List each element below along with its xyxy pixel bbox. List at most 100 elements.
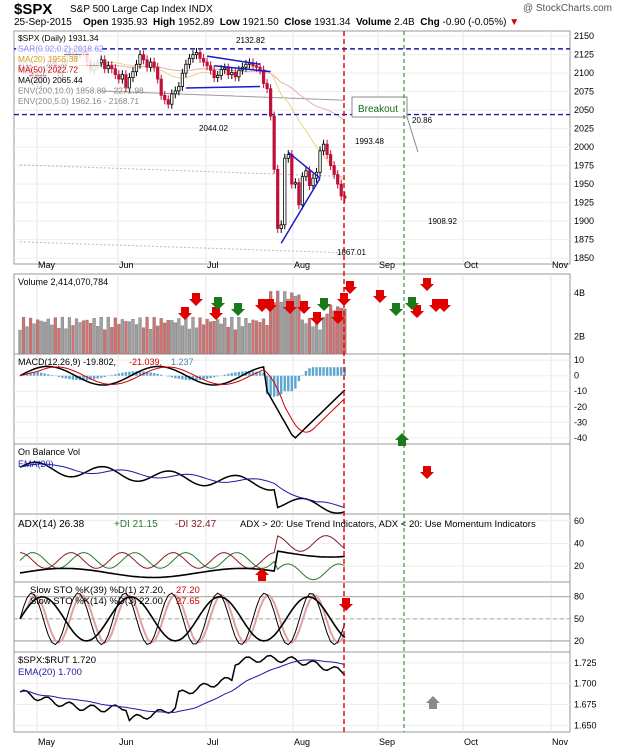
macd-histogram-bar (269, 375, 272, 397)
open-value: 1935.93 (111, 17, 148, 28)
trendline-upper (206, 55, 261, 66)
volume-red-arrow-icon (437, 299, 451, 312)
macd-histogram-bar (114, 374, 117, 376)
volume-bar (85, 319, 89, 355)
price-candle-body (127, 77, 132, 89)
index-name: S&P 500 Large Cap Index INDX (70, 4, 213, 15)
volume-bar (325, 313, 329, 355)
macd-histogram-bar (255, 371, 258, 376)
volume-bar (283, 291, 287, 355)
y-tick-label: 1900 (574, 216, 594, 226)
triangle-lower-line (280, 177, 321, 244)
price-legend-item: $SPX (Daily) 1931.34 (18, 33, 99, 43)
volume-bar (81, 320, 86, 355)
volume-bar (127, 321, 132, 355)
macd-histogram-bar (216, 375, 219, 377)
trendline-lower (185, 85, 261, 89)
ratio-ema-line (19, 659, 345, 713)
x-tick-label: May (38, 737, 56, 747)
y-tick-label: 40 (574, 538, 584, 548)
annotation-low-label: 2044.02 (199, 124, 228, 133)
macd-histogram-bar (39, 372, 43, 376)
chg-value: -0.90 (-0.05%) (442, 17, 507, 28)
macd-histogram-bar (85, 375, 89, 381)
macd-histogram-bar (174, 375, 177, 379)
macd-histogram-bar (329, 367, 332, 376)
volume-bar (124, 321, 128, 355)
volume-bar (173, 322, 177, 355)
price-candle-body (103, 59, 107, 70)
volume-bar (198, 317, 202, 355)
volume-bar (32, 323, 36, 355)
volume-bar (170, 320, 174, 355)
price-candle-body (276, 168, 280, 229)
ratio-gray-arrow-icon (426, 696, 440, 709)
volume-bar (134, 324, 139, 355)
plus-di-line (19, 551, 346, 581)
volume-red-arrow-icon (283, 301, 297, 314)
annotation-high-label: 2132.82 (236, 36, 265, 45)
x-tick-label: Jun (119, 737, 134, 747)
stoch-legend-d39: 27.20 (176, 585, 200, 596)
macd-histogram-bar (322, 367, 325, 376)
legend-bg (16, 34, 100, 44)
price-candle-body (230, 72, 234, 76)
volume-red-arrow-icon (310, 312, 324, 325)
volume-bar (265, 325, 269, 355)
y-tick-label: 2125 (574, 50, 594, 60)
adx-plus-di-legend: +DI 21.15 (114, 519, 158, 530)
x-tick-label: Sep (379, 260, 395, 270)
low-value: 1921.50 (242, 17, 279, 28)
macd-histogram-bar (181, 375, 184, 380)
volume-green-arrow-icon (389, 303, 403, 316)
price-candle-body (261, 69, 266, 84)
breakout-callout-label: Breakout (358, 104, 398, 115)
price-candle-body (173, 90, 177, 95)
volume-bar (120, 319, 124, 355)
price-legend-item: MA(50) 2022.72 (18, 65, 78, 75)
volume-bar (21, 316, 26, 355)
volume-bar (219, 323, 223, 355)
y-tick-label: 2050 (574, 105, 594, 115)
macd-green-arrow-icon (395, 433, 409, 446)
annotation-1867-label: 1867.01 (337, 248, 366, 257)
macd-histogram-bar (336, 367, 339, 376)
macd-histogram-bar (25, 373, 29, 376)
price-candle-body (219, 69, 223, 76)
price-candle-body (297, 182, 301, 206)
x-tick-label: Aug (294, 260, 310, 270)
breakout-callout-box (351, 96, 408, 118)
macd-histogram-bar (61, 375, 64, 378)
annotation-2086-label: 20.86 (412, 116, 433, 125)
volume-bar (223, 317, 227, 355)
panel-frame-adx (13, 513, 571, 583)
volume-value: 2.4B (394, 17, 415, 28)
price-candle-body (226, 67, 230, 76)
volume-red-arrow-icon (189, 293, 203, 306)
macd-histogram-bar (32, 372, 36, 376)
price-candle-body (216, 74, 220, 78)
macd-histogram-bar (294, 375, 297, 389)
volume-bar (152, 317, 156, 355)
price-candle-body (223, 67, 227, 70)
macd-histogram-bar (251, 371, 255, 376)
macd-histogram-bar (82, 375, 85, 381)
volume-bar (43, 321, 47, 355)
price-candle-body (177, 86, 181, 92)
y-tick-label: 1850 (574, 253, 594, 263)
price-candle-body (184, 63, 188, 74)
volume-bar (212, 321, 216, 355)
macd-line (19, 365, 346, 439)
y-tick-label: 1950 (574, 179, 594, 189)
volume-red-arrow-icon (373, 290, 387, 303)
quote-line: 25-Sep-2015 Open 1935.93 High 1952.89 Lo… (14, 17, 519, 28)
volume-bar (156, 325, 160, 355)
volume-green-arrow-icon (211, 297, 225, 310)
volume-red-arrow-icon (429, 299, 443, 312)
macd-histogram-bar (340, 367, 343, 376)
macd-histogram-bar (103, 375, 106, 377)
volume-bar (57, 327, 61, 355)
volume-bar (318, 329, 322, 355)
macd-histogram-bar (110, 375, 113, 376)
price-candle-body (318, 150, 322, 173)
